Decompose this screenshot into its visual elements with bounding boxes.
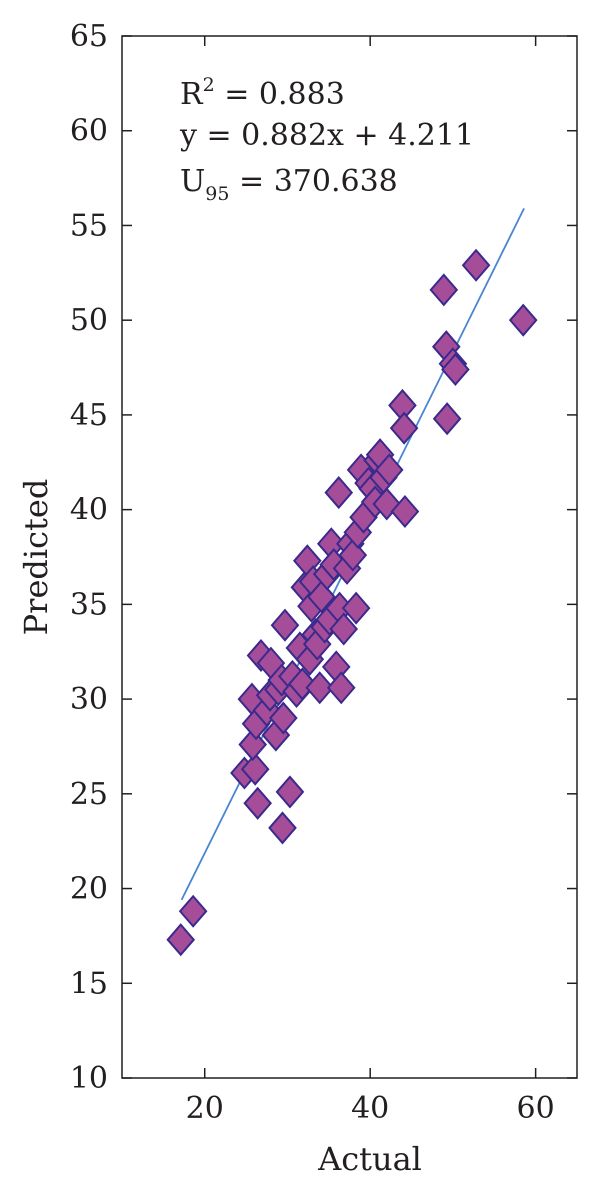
- data-point: [178, 894, 208, 928]
- y-tick-label: 50: [70, 303, 108, 338]
- x-tick-label: 20: [186, 1091, 224, 1126]
- data-point: [461, 248, 491, 282]
- data-point: [326, 671, 356, 705]
- data-point: [275, 775, 305, 809]
- data-points-layer: [166, 248, 538, 957]
- data-point: [268, 811, 297, 845]
- y-tick-label: 25: [70, 777, 108, 812]
- u95-annotation: U95 = 370.638: [180, 164, 398, 205]
- data-point: [429, 273, 459, 307]
- u95-suffix: = 370.638: [229, 164, 397, 199]
- y-tick-label: 15: [70, 966, 108, 1001]
- data-point: [324, 476, 354, 510]
- y-tick-label: 40: [70, 493, 108, 528]
- annotation-block: R2 = 0.883 y = 0.882x + 4.211 U95 = 370.…: [179, 74, 474, 205]
- u95-sub: 95: [205, 183, 229, 205]
- data-point: [389, 411, 419, 445]
- r-squared-prefix: R: [180, 77, 204, 112]
- y-tick-label: 60: [70, 114, 108, 149]
- data-point: [166, 923, 196, 957]
- data-point: [270, 608, 300, 642]
- data-point: [441, 352, 470, 386]
- r-squared-sup: 2: [203, 74, 215, 96]
- y-tick-label: 10: [70, 1061, 108, 1096]
- u95-prefix: U: [180, 164, 205, 199]
- data-point: [238, 728, 268, 762]
- y-axis-title: Predicted: [17, 479, 55, 636]
- data-point: [243, 786, 272, 820]
- plot-frame: [121, 35, 578, 1079]
- y-tick-label: 35: [70, 587, 108, 622]
- r-squared-annotation: R2 = 0.883: [180, 74, 345, 112]
- y-tick-label: 45: [70, 398, 108, 433]
- data-point: [374, 453, 404, 487]
- axis-ticks: [122, 35, 577, 1079]
- data-point: [268, 701, 298, 735]
- data-point: [240, 752, 270, 786]
- data-point: [432, 402, 462, 436]
- tick-labels-layer: 10 15 20 25 30 35 40 45 50 55 60 65 20 40 60: [70, 19, 555, 1126]
- regression-equation: y = 0.882x + 4.211: [179, 118, 474, 153]
- y-tick-label: 30: [70, 682, 108, 717]
- regression-equation-text: y = 0.882x + 4.211: [179, 118, 474, 153]
- data-point: [390, 495, 420, 529]
- data-point: [338, 538, 368, 572]
- x-tick-label: 40: [351, 1091, 389, 1126]
- r-squared-suffix: = 0.883: [215, 77, 345, 112]
- data-point: [508, 303, 538, 337]
- data-point: [341, 591, 371, 625]
- y-tick-label: 65: [70, 19, 108, 54]
- x-axis-title: Actual: [317, 1140, 422, 1178]
- y-tick-label: 20: [70, 872, 108, 907]
- data-point: [305, 671, 335, 705]
- data-point: [329, 612, 359, 646]
- x-tick-label: 60: [517, 1091, 555, 1126]
- y-tick-label: 55: [70, 208, 108, 243]
